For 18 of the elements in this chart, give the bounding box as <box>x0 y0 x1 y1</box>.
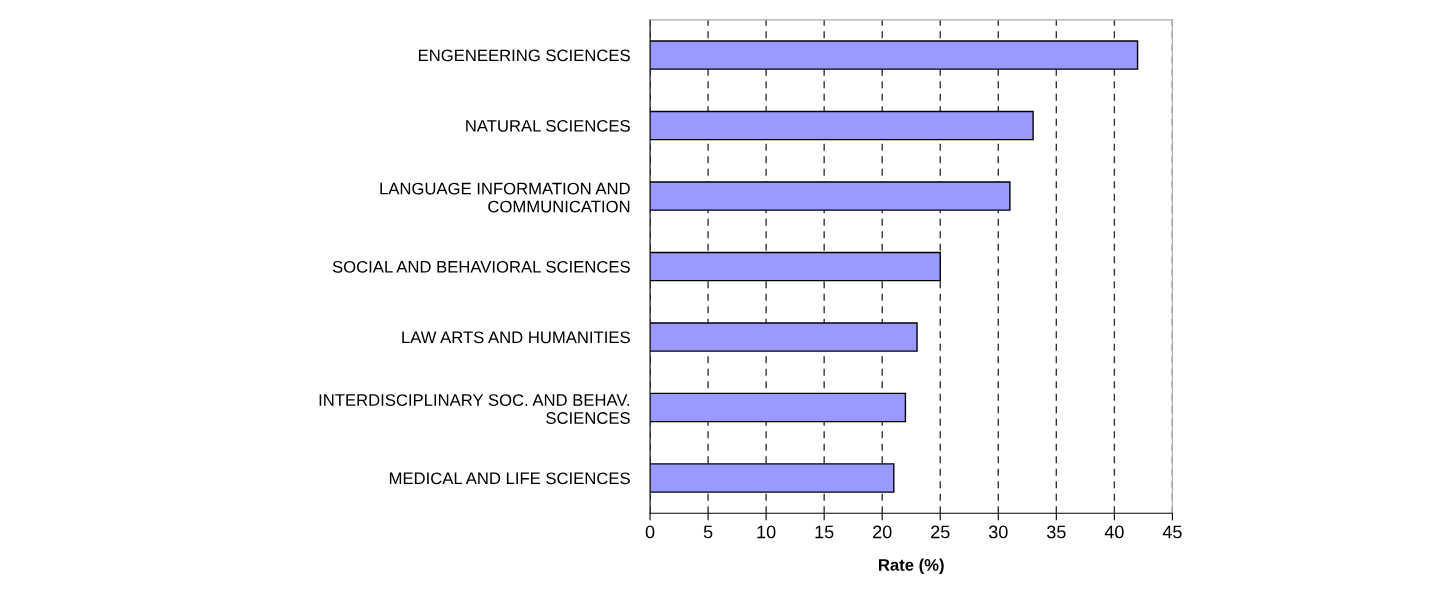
x-tick-label: 5 <box>703 525 713 539</box>
x-tick-label: 15 <box>815 525 834 539</box>
y-tick-label: NATURAL SCIENCES <box>466 119 630 132</box>
x-tick-label: 10 <box>757 525 776 539</box>
y-tick-label: ENGENEERING SCIENCES <box>418 49 630 62</box>
x-tick-label: 0 <box>645 525 655 539</box>
x-tick-label: 40 <box>1104 525 1124 539</box>
x-tick-label: 30 <box>988 525 1008 539</box>
y-tick-label: LANGUAGE INFORMATION AND COMMUNICATION <box>380 182 630 213</box>
y-tick-label: LAW ARTS AND HUMANITIES <box>402 331 630 344</box>
y-tick-label: MEDICAL AND LIFE SCIENCES <box>389 472 630 485</box>
x-tick-label: 35 <box>1046 525 1066 539</box>
x-tick-label: 25 <box>931 525 950 539</box>
x-axis-title: Rate (%) <box>879 558 944 575</box>
y-tick-label: INTERDISCIPLINARY SOC. AND BEHAV. SCIENCES <box>319 394 630 424</box>
y-tick-label: SOCIAL AND BEHAVIORAL SCIENCES <box>332 260 630 273</box>
x-tick-label: 45 <box>1162 525 1182 539</box>
x-tick-label: 20 <box>873 525 892 539</box>
